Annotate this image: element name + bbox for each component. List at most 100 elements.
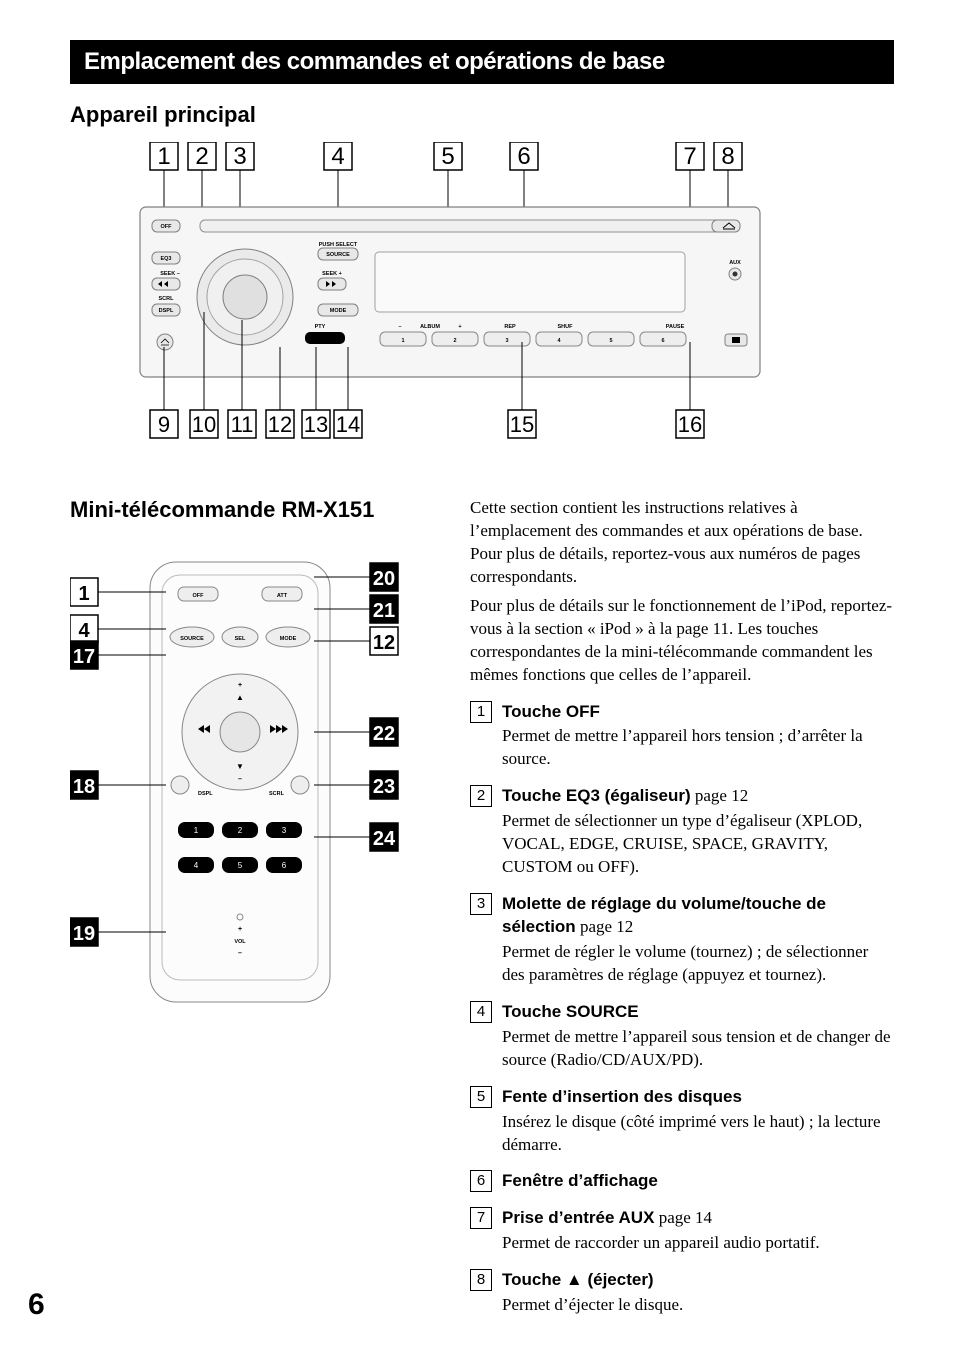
desc-item-title: Fente d’insertion des disques [502, 1086, 894, 1109]
svg-text:17: 17 [73, 646, 95, 668]
svg-text:ATT: ATT [277, 593, 288, 599]
desc-item-title: Molette de réglage du volume/touche de s… [502, 893, 894, 939]
desc-item: 8 Touche ▲ (éjecter)Permet d’éjecter le d… [470, 1269, 894, 1317]
svg-text:2: 2 [453, 338, 456, 344]
svg-text:+: + [238, 926, 242, 933]
label-eq3: EQ3 [160, 256, 171, 262]
label-off: OFF [161, 224, 173, 230]
desc-item-title: Prise d’entrée AUX page 14 [502, 1207, 894, 1230]
svg-text:▲: ▲ [236, 693, 244, 702]
svg-text:+: + [238, 682, 242, 689]
desc-item-title: Fenêtre d’affichage [502, 1170, 894, 1193]
label-afta: AF/TA [317, 336, 333, 342]
desc-item-text: Permet de mettre l’appareil sous tension… [502, 1026, 894, 1072]
svg-text:1: 1 [194, 826, 199, 835]
svg-text:MODE: MODE [280, 636, 297, 642]
svg-text:▼: ▼ [236, 762, 244, 771]
svg-text:–: – [238, 776, 242, 783]
svg-text:SCRL: SCRL [269, 791, 285, 797]
label-push-select: PUSH SELECT [319, 242, 358, 248]
intro-p2: Pour plus de détails sur le fonctionneme… [470, 595, 894, 687]
svg-text:14: 14 [336, 412, 360, 437]
svg-text:DSPL: DSPL [198, 791, 213, 797]
desc-item-number: 2 [470, 785, 492, 807]
svg-text:SEL: SEL [235, 636, 246, 642]
desc-item-number: 8 [470, 1269, 492, 1291]
svg-text:1: 1 [401, 338, 404, 344]
desc-item-text: Permet de mettre l’appareil hors tension… [502, 725, 894, 771]
label-dspl: DSPL [159, 308, 174, 314]
svg-text:1: 1 [157, 143, 170, 170]
svg-text:18: 18 [73, 776, 95, 798]
desc-item: 1 Touche OFFPermet de mettre l’appareil h… [470, 701, 894, 772]
svg-text:7: 7 [683, 143, 696, 170]
desc-item-title: Touche EQ3 (égaliseur) page 12 [502, 785, 894, 808]
svg-text:SHUF: SHUF [558, 324, 574, 330]
desc-item-text: Permet d’éjecter le disque. [502, 1294, 894, 1317]
desc-item: 2 Touche EQ3 (égaliseur) page 12Permet de… [470, 785, 894, 879]
section-remote-heading: Mini-télécommande RM-X151 [70, 497, 440, 523]
svg-text:22: 22 [373, 723, 395, 745]
remote-diagram: OFF ATT SOURCE SEL MODE + – ▲ ▼ DSPL SCR… [70, 537, 410, 1027]
svg-text:+: + [458, 324, 461, 330]
svg-text:4: 4 [331, 143, 344, 170]
svg-text:20: 20 [373, 568, 395, 590]
svg-text:13: 13 [304, 412, 328, 437]
svg-text:PAUSE: PAUSE [666, 324, 685, 330]
svg-text:12: 12 [268, 412, 292, 437]
svg-text:OFF: OFF [193, 593, 205, 599]
svg-text:8: 8 [721, 143, 734, 170]
desc-item-text: Permet de régler le volume (tournez) ; d… [502, 941, 894, 987]
svg-text:5: 5 [609, 338, 612, 344]
svg-text:2: 2 [238, 826, 243, 835]
intro-text: Cette section contient les instructions … [470, 497, 894, 687]
desc-item-number: 3 [470, 893, 492, 915]
label-seek-plus: SEEK + [322, 271, 342, 277]
page-header: Emplacement des commandes et opérations … [70, 40, 894, 84]
svg-text:1: 1 [78, 583, 89, 605]
svg-text:4: 4 [78, 620, 90, 642]
svg-text:–: – [238, 950, 242, 957]
section-main-heading: Appareil principal [70, 102, 894, 128]
svg-text:16: 16 [678, 412, 702, 437]
svg-text:10: 10 [192, 412, 216, 437]
desc-item: 3 Molette de réglage du volume/touche de … [470, 893, 894, 987]
desc-item-title: Touche SOURCE [502, 1001, 894, 1024]
svg-text:3: 3 [505, 338, 508, 344]
desc-item-text: Insérez le disque (côté imprimé vers le … [502, 1111, 894, 1157]
desc-item-number: 4 [470, 1001, 492, 1023]
svg-text:6: 6 [517, 143, 530, 170]
svg-text:–: – [398, 324, 401, 330]
desc-item: 5 Fente d’insertion des disquesInsérez le… [470, 1086, 894, 1157]
desc-item-number: 7 [470, 1207, 492, 1229]
desc-item-text: Permet de sélectionner un type d’égalise… [502, 810, 894, 879]
svg-text:5: 5 [238, 861, 243, 870]
svg-text:19: 19 [73, 923, 95, 945]
svg-text:24: 24 [373, 828, 396, 850]
main-unit-diagram: 12345678 OFF EQ3 SEEK – SCRL DSPL PUSH S… [130, 142, 894, 467]
label-mode: MODE [330, 308, 347, 314]
label-pty: PTY [315, 324, 326, 330]
desc-item-title: Touche ▲ (éjecter) [502, 1269, 894, 1292]
label-seek-minus: SEEK – [160, 271, 180, 277]
desc-item: 7 Prise d’entrée AUX page 14Permet de rac… [470, 1207, 894, 1255]
desc-item-number: 6 [470, 1170, 492, 1192]
svg-text:23: 23 [373, 776, 395, 798]
svg-text:5: 5 [441, 143, 454, 170]
label-source: SOURCE [326, 252, 350, 258]
page-number: 6 [28, 1288, 45, 1322]
svg-text:3: 3 [282, 826, 287, 835]
desc-item: 4 Touche SOURCEPermet de mettre l’apparei… [470, 1001, 894, 1072]
svg-text:6: 6 [282, 861, 287, 870]
desc-item-text: Permet de raccorder un appareil audio po… [502, 1232, 894, 1255]
svg-text:9: 9 [158, 412, 170, 437]
svg-text:6: 6 [661, 338, 664, 344]
desc-item-number: 1 [470, 701, 492, 723]
svg-text:11: 11 [231, 412, 254, 437]
desc-item-number: 5 [470, 1086, 492, 1108]
svg-text:3: 3 [233, 143, 246, 170]
desc-item-title: Touche OFF [502, 701, 894, 724]
svg-text:12: 12 [373, 632, 395, 654]
label-aux: AUX [729, 260, 741, 266]
label-scrl: SCRL [159, 296, 175, 302]
